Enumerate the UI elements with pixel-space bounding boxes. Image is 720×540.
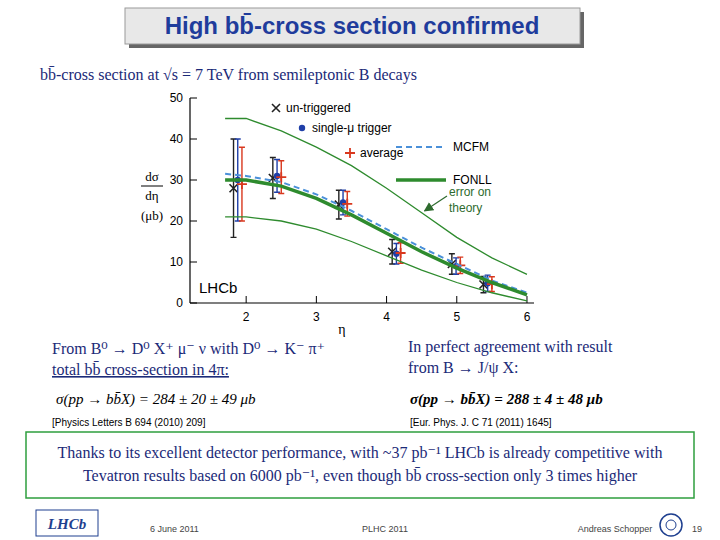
- annotation: error on theory: [449, 184, 515, 216]
- legend-marker: [345, 148, 355, 158]
- y-label-numerator: dσ: [145, 169, 159, 184]
- chart: 0 10 20 30 40 50 2 3 4 5 6 η dσ dη (μb) un-triggered sin…: [141, 91, 534, 337]
- legend-label: single-μ trigger: [312, 121, 392, 135]
- cern-logo: [660, 514, 682, 536]
- x-tick-label: 4: [383, 310, 390, 324]
- x-tick: [526, 296, 527, 303]
- y-label-unit: (μb): [141, 208, 163, 223]
- legend: un-triggered single-μ trigger average MCFM F…: [272, 101, 492, 187]
- y-tick-label: 50: [170, 91, 184, 105]
- y-tick: [190, 303, 197, 304]
- logo-box: [36, 510, 98, 536]
- conclusion-box: [26, 432, 694, 498]
- legend-label: un-triggered: [286, 101, 351, 115]
- curve: [225, 180, 527, 295]
- y-label-denominator: dη: [145, 188, 159, 203]
- x-tick: [386, 296, 387, 303]
- marker-plus: [396, 248, 406, 258]
- plot-data: [225, 119, 527, 301]
- title-box: [125, 8, 580, 44]
- legend-marker: [272, 104, 280, 112]
- y-tick: [190, 139, 197, 140]
- legend-line: [396, 178, 446, 182]
- marker-x: [230, 184, 238, 192]
- left-reference: [Physics Letters B 694 (2010) 209]: [52, 417, 206, 428]
- y-tick-label: 20: [170, 214, 184, 228]
- left-text: total bb̄ cross-section in 4π:: [52, 361, 229, 378]
- marker-dot: [299, 125, 305, 131]
- data-point: [396, 248, 406, 258]
- data-point: [274, 173, 280, 179]
- annotation-arrow: [425, 196, 447, 211]
- marker-plus: [345, 148, 355, 158]
- error-bar: [231, 139, 237, 237]
- footer-author: Andreas Schopper: [578, 524, 653, 534]
- x-tick-label: 3: [313, 310, 320, 324]
- y-tick: [190, 98, 197, 99]
- right-reference: [Eur. Phys. J. C 71 (2011) 1645]: [410, 417, 552, 428]
- cern-logo-inner: [666, 520, 676, 530]
- conclusion: Thanks to its excellent detector perform…: [30, 441, 690, 487]
- y-tick: [190, 262, 197, 263]
- y-tick-label: 10: [170, 255, 184, 269]
- legend-label: average: [360, 146, 404, 160]
- left-text: From B⁰ → D⁰ X⁺ μ⁻ ν with D⁰ → K⁻ π⁺: [52, 340, 325, 358]
- left-formula: σ(pp → bb̄X) = 284 ± 20 ± 49 μb: [56, 391, 256, 408]
- x-tick: [316, 296, 317, 303]
- footer-page: 19: [692, 524, 702, 534]
- y-tick: [190, 180, 197, 181]
- x-tick: [246, 296, 247, 303]
- marker-dot: [274, 173, 280, 179]
- right-formula: σ(pp → bb̄X) = 288 ± 4 ± 48 μb: [410, 391, 603, 408]
- slide: High bb̄-cross section confirmed bb̄-cros…: [0, 0, 720, 540]
- x-tick: [456, 296, 457, 303]
- curve: [225, 174, 527, 293]
- legend-marker: [299, 125, 305, 131]
- marker-x: [272, 104, 280, 112]
- y-tick-label: 40: [170, 132, 184, 146]
- title: High bb̄-cross section confirmed: [165, 12, 540, 39]
- x-tick-label: 5: [453, 310, 460, 324]
- right-text: In perfect agreement with result: [408, 338, 613, 356]
- y-tick-label: 0: [176, 296, 183, 310]
- y-tick-label: 30: [170, 173, 184, 187]
- plot-label: LHCb: [199, 279, 237, 296]
- fraction-bar: [141, 186, 163, 187]
- legend-label: FONLL: [453, 173, 492, 187]
- legend-line: [396, 146, 446, 148]
- data-point: [230, 184, 238, 192]
- right-text: from B → J/ψ X:: [408, 359, 518, 377]
- y-tick: [190, 221, 197, 222]
- logo: LHCb: [47, 516, 87, 532]
- legend-label: MCFM: [453, 140, 489, 154]
- x-axis-label: η: [338, 322, 345, 337]
- y-axis: [189, 98, 190, 303]
- x-axis: [190, 302, 534, 303]
- footer-date: 6 June 2011: [150, 524, 199, 534]
- footer-conference: PLHC 2011: [362, 524, 408, 534]
- x-tick-label: 2: [243, 310, 250, 324]
- subtitle: bb̄-cross section at √s = 7 TeV from sem…: [40, 66, 417, 84]
- x-tick-label: 6: [524, 310, 531, 324]
